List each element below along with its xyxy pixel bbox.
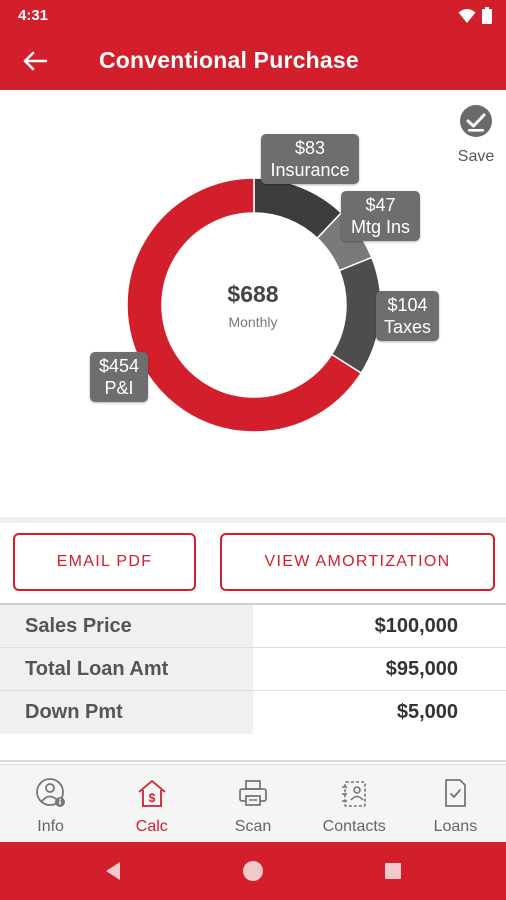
table-row: Down Pmt $5,000 [0,691,506,734]
bottom-navigation: Info $ Calc Scan Contacts [0,764,506,842]
table-row: Total Loan Amt $95,000 [0,648,506,691]
pi-label: $454 P&I [90,352,148,402]
insurance-label: $83 Insurance [261,134,359,184]
taxes-label: $104 Taxes [376,291,439,341]
wifi-icon [458,8,476,23]
system-back-button[interactable] [98,856,128,886]
status-time: 4:31 [18,7,49,24]
circle-home-icon [243,861,263,881]
page-title: Conventional Purchase [99,47,359,73]
printer-icon [239,780,267,806]
payment-chart-area: $688 Monthly $83 Insurance $47 Mtg Ins $… [0,90,506,522]
system-home-button[interactable] [238,856,268,886]
save-label: Save [457,148,495,165]
total-loan-label: Total Loan Amt [0,648,253,690]
insurance-amount: $83 [294,138,326,158]
check-circle-icon [460,105,492,137]
nav-scan-label: Scan [234,818,272,835]
view-amortization-button[interactable]: VIEW AMORTIZATION [220,533,495,591]
mtg-ins-name: Mtg Ins [350,217,411,237]
contacts-icon [342,781,367,807]
donut-total-label: Monthly [228,314,278,330]
nav-info-label: Info [37,818,64,835]
nav-contacts[interactable]: Contacts [304,765,405,842]
square-recents-icon [385,863,401,879]
status-bar: 4:31 [0,0,506,32]
insurance-name: Insurance [270,160,350,180]
email-pdf-button[interactable]: EMAIL PDF [13,533,196,591]
pi-name: P&I [104,378,134,398]
back-button[interactable] [18,46,52,76]
svg-text:$: $ [148,791,155,805]
pi-amount: $454 [98,356,140,376]
donut-hole [163,214,345,396]
loan-summary-table: Sales Price $100,000 Total Loan Amt $95,… [0,603,506,736]
nav-scan[interactable]: Scan [202,765,303,842]
triangle-back-icon [106,862,120,880]
action-buttons: EMAIL PDF VIEW AMORTIZATION [0,523,506,603]
status-icons [458,7,492,24]
down-pmt-label: Down Pmt [0,691,253,734]
down-pmt-value: $5,000 [253,691,506,734]
back-arrow-icon [23,51,47,71]
nav-contacts-label: Contacts [322,818,386,835]
nav-calc-label: Calc [135,818,168,835]
table-row: Sales Price $100,000 [0,605,506,648]
nav-loans-label: Loans [433,818,478,835]
nav-calc[interactable]: $ Calc [101,765,202,842]
payment-donut-chart [126,177,382,433]
divider [0,760,506,762]
divider [0,517,506,523]
save-button[interactable]: Save [449,104,503,166]
document-check-icon [445,779,467,807]
battery-icon [482,7,492,24]
taxes-amount: $104 [387,295,428,315]
nav-loans[interactable]: Loans [405,765,506,842]
house-dollar-icon: $ [138,780,166,807]
donut-slice-pi[interactable] [126,177,363,433]
mtg-ins-label: $47 Mtg Ins [341,191,420,241]
app-bar: Conventional Purchase [0,32,506,90]
taxes-name: Taxes [383,317,432,337]
system-navigation-bar [0,842,506,900]
total-loan-value: $95,000 [253,648,506,690]
sales-price-value: $100,000 [253,605,506,647]
nav-info[interactable]: Info [0,765,101,842]
mtg-ins-amount: $47 [365,195,396,215]
sales-price-label: Sales Price [0,605,253,647]
donut-total: $688 [227,281,279,307]
system-recents-button[interactable] [378,856,408,886]
info-person-icon [35,778,65,807]
summary-spacer [0,734,506,764]
